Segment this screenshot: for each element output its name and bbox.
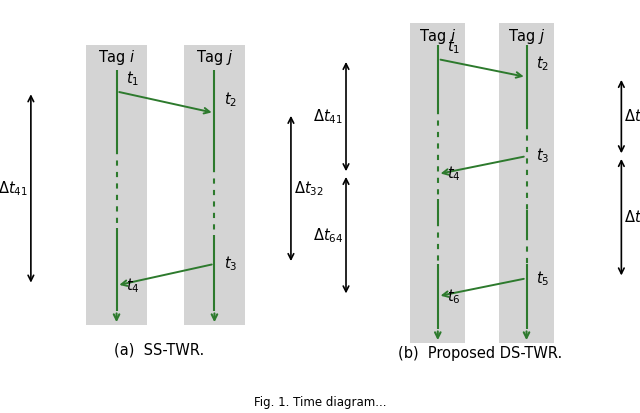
Text: Tag $j$: Tag $j$ (195, 48, 234, 67)
Bar (499, 23, 554, 343)
Text: $\Delta t_{32}$: $\Delta t_{32}$ (625, 107, 640, 126)
Text: $t_3$: $t_3$ (536, 147, 549, 166)
Text: Tag $i$: Tag $i$ (98, 48, 136, 67)
Bar (184, 45, 245, 325)
Text: $t_6$: $t_6$ (447, 287, 461, 306)
Text: $t_2$: $t_2$ (536, 55, 549, 74)
Text: $t_5$: $t_5$ (536, 269, 549, 287)
Text: Tag $i$: Tag $i$ (419, 27, 457, 46)
Text: $\Delta t_{64}$: $\Delta t_{64}$ (313, 226, 343, 244)
Text: $\Delta t_{53}$: $\Delta t_{53}$ (625, 208, 640, 227)
Text: $t_3$: $t_3$ (223, 254, 237, 273)
Text: (b)  Proposed DS-TWR.: (b) Proposed DS-TWR. (399, 346, 563, 361)
Text: $\Delta t_{32}$: $\Delta t_{32}$ (294, 179, 324, 198)
Text: Tag $j$: Tag $j$ (508, 27, 545, 46)
Text: $t_4$: $t_4$ (125, 276, 140, 295)
Text: Fig. 1. Time diagram...: Fig. 1. Time diagram... (253, 396, 387, 409)
Text: $t_4$: $t_4$ (447, 165, 461, 183)
Bar (410, 23, 465, 343)
Text: (a)  SS-TWR.: (a) SS-TWR. (115, 342, 205, 357)
Text: $t_2$: $t_2$ (223, 91, 237, 109)
Text: $t_1$: $t_1$ (125, 69, 139, 88)
Text: $\Delta t_{41}$: $\Delta t_{41}$ (313, 107, 343, 126)
Text: $t_1$: $t_1$ (447, 37, 460, 55)
Bar (86, 45, 147, 325)
Text: $\Delta t_{41}$: $\Delta t_{41}$ (0, 179, 28, 198)
